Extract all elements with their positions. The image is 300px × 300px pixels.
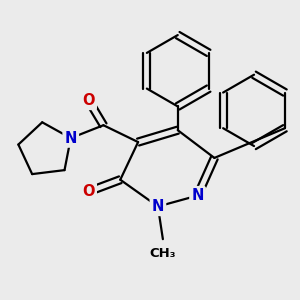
Text: O: O [82,184,95,199]
Text: CH₃: CH₃ [150,247,176,260]
Text: O: O [82,93,95,108]
Text: N: N [191,188,204,203]
Text: N: N [64,130,77,146]
Text: N: N [152,199,164,214]
